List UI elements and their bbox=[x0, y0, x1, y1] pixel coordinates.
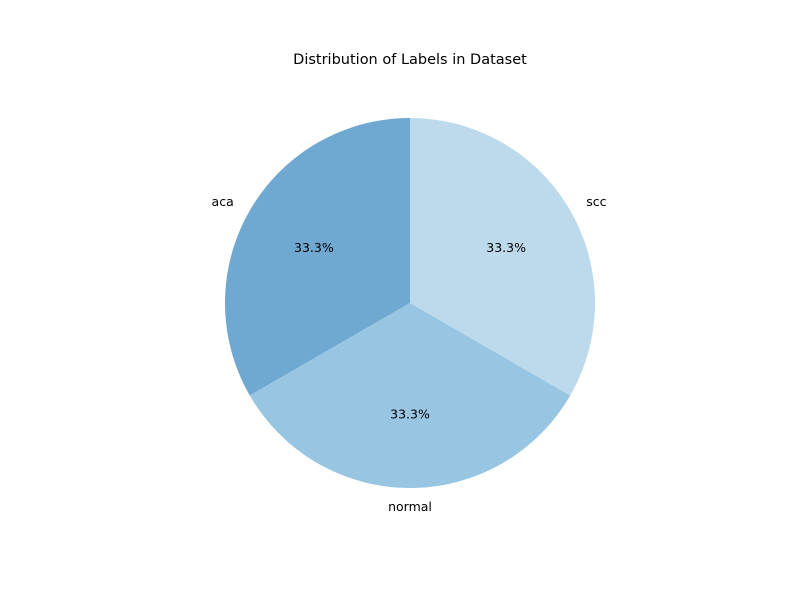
pie-slice-aca bbox=[225, 118, 410, 396]
slice-percent-normal: 33.3% bbox=[390, 407, 430, 422]
pie-slice-normal bbox=[249, 303, 571, 488]
chart-title: Distribution of Labels in Dataset bbox=[293, 52, 527, 68]
pie-labels: aca 33.3% normal 33.3% scc 33.3% bbox=[212, 194, 607, 514]
slice-percent-scc: 33.3% bbox=[486, 240, 526, 255]
pie-slices bbox=[225, 118, 595, 488]
slice-label-aca: aca bbox=[212, 194, 234, 209]
slice-percent-aca: 33.3% bbox=[294, 240, 334, 255]
slice-label-scc: scc bbox=[586, 194, 606, 209]
slice-label-normal: normal bbox=[388, 499, 432, 514]
pie-slice-scc bbox=[410, 118, 595, 396]
